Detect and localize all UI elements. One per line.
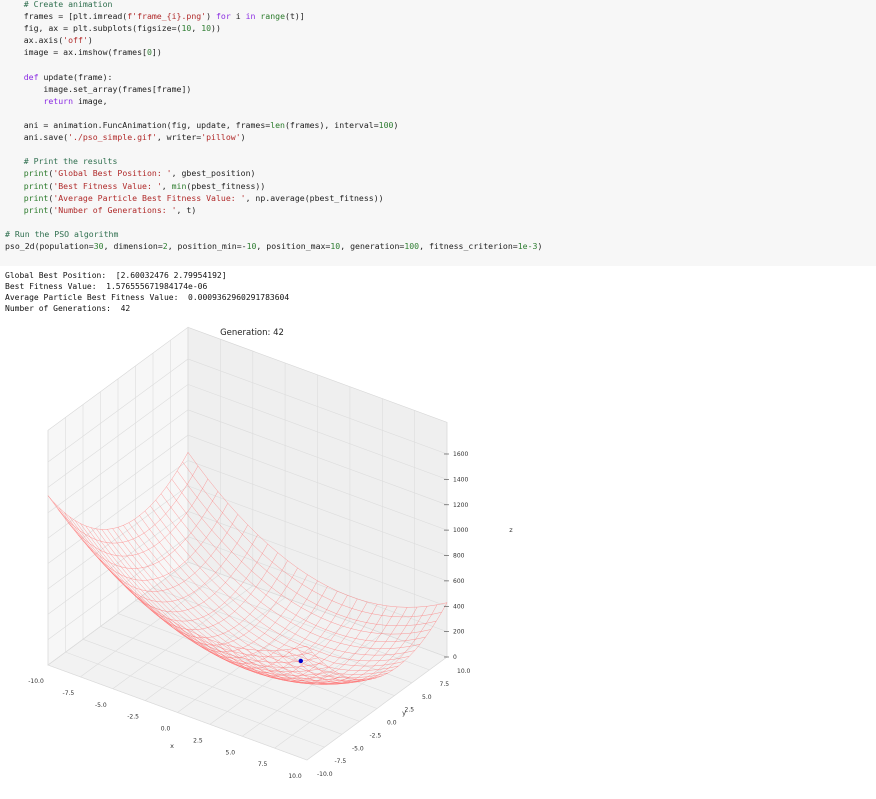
code-line: image.set_array(frames[frame]) xyxy=(4,83,192,94)
code-line: frames = [plt.imread(f'frame_{i}.png') f… xyxy=(4,11,305,22)
mesh-line xyxy=(276,606,418,685)
y-tick-label: 2.5 xyxy=(405,707,415,714)
code-line: ani = animation.FuncAnimation(fig, updat… xyxy=(4,120,399,130)
output-line: Number of Generations: 42 xyxy=(5,304,131,313)
surface-plot: Generation: 42 -10.0-7.5-5.0-2.50.02.55.… xyxy=(28,326,513,780)
mesh-line xyxy=(217,598,358,677)
y-tick-label: -5.0 xyxy=(352,745,364,752)
grid-line-z xyxy=(47,409,448,514)
mesh-line xyxy=(117,527,378,683)
code-line: def update(frame): xyxy=(23,71,113,82)
code-line: ani.save('./pso_simple.gif', writer='pil… xyxy=(4,132,246,143)
output-line: Global Best Position: [2.60032476 2.7995… xyxy=(5,271,227,280)
code-line: # Print the results xyxy=(4,156,118,167)
z-tick-label: 0 xyxy=(453,654,457,661)
mesh-line xyxy=(227,601,368,680)
code-line: print('Best Fitness Value: ', min(pbest_… xyxy=(23,180,266,191)
grid-line-z xyxy=(47,434,448,539)
global-best-particle xyxy=(298,658,303,664)
mesh-line xyxy=(150,505,410,662)
code-line: ax.axis('off') xyxy=(4,35,93,46)
code-line: print('Global Best Position: ', gbest_po… xyxy=(23,168,256,179)
code-line: # Create animation xyxy=(4,0,113,9)
y-tick-label: 0.0 xyxy=(387,720,397,727)
y-tick-label: -7.5 xyxy=(335,758,347,765)
mesh-line xyxy=(267,607,408,685)
mesh-line xyxy=(123,525,383,681)
mesh-line xyxy=(306,602,448,681)
mesh-line xyxy=(160,493,421,650)
mesh-line xyxy=(155,499,415,656)
z-tick-label: 200 xyxy=(453,629,465,636)
y-tick-label: 10.0 xyxy=(457,668,471,675)
x-tick-label: -10.0 xyxy=(28,678,44,685)
z-tick-label: 600 xyxy=(453,578,465,585)
z-tick-label: 1600 xyxy=(453,451,468,458)
mesh-line xyxy=(139,515,399,671)
y-tick-label: -10.0 xyxy=(317,771,333,778)
mesh-line xyxy=(182,461,442,618)
chart-title: Generation: 42 xyxy=(220,328,284,338)
mesh-line xyxy=(166,486,426,643)
y-axis-label: y xyxy=(402,709,406,717)
x-tick-label: -7.5 xyxy=(63,690,75,697)
mesh-line xyxy=(47,452,189,530)
grid-line-z xyxy=(47,358,448,463)
mesh-line xyxy=(286,606,428,684)
surface-mesh xyxy=(47,452,448,685)
x-axis-label: x xyxy=(170,742,174,750)
axis-panes xyxy=(47,326,448,761)
output-line: Best Fitness Value: 1.576555671984174e-0… xyxy=(5,282,208,291)
x-tick-label: -2.5 xyxy=(127,714,139,721)
code-line: # Run the PSO algorithm xyxy=(5,228,119,239)
z-tick-label: 1200 xyxy=(453,502,468,509)
tick-labels: -10.0-7.5-5.0-2.50.02.55.07.510.0 -10.0-7… xyxy=(28,451,470,780)
grid-line-z xyxy=(47,561,448,666)
code-line: return image, xyxy=(43,95,108,106)
x-tick-label: 0.0 xyxy=(161,726,171,733)
mesh-line xyxy=(187,586,328,664)
code-line: pso_2d(population=30, dimension=2, posit… xyxy=(5,241,543,251)
y-tick-label: 5.0 xyxy=(422,694,432,701)
code-line: print('Average Particle Best Fitness Val… xyxy=(23,192,384,203)
x-tick-label: -5.0 xyxy=(95,702,107,709)
grid-lines xyxy=(47,327,448,761)
x-tick-label: 2.5 xyxy=(193,737,203,744)
grid-line-z xyxy=(47,460,448,564)
mesh-line xyxy=(197,590,338,669)
code-cell[interactable]: # Create animation frames = [plt.imread(… xyxy=(0,0,876,266)
z-axis-label: z xyxy=(509,526,513,534)
code-line: fig, ax = plt.subplots(figsize=(10, 10)) xyxy=(4,23,221,34)
code-line: image = ax.imshow(frames[0]) xyxy=(4,47,162,58)
x-tick-label: 10.0 xyxy=(288,773,302,780)
z-tick-label: 1000 xyxy=(453,527,468,534)
mesh-line xyxy=(144,510,404,667)
mesh-line xyxy=(257,606,398,685)
mesh-line xyxy=(187,452,448,608)
output-line: Average Particle Best Fitness Value: 0.0… xyxy=(5,293,290,302)
mesh-line xyxy=(237,604,378,682)
mesh-line xyxy=(247,605,388,684)
x-tick-label: 5.0 xyxy=(226,749,236,756)
code-line: print('Number of Generations: ', t) xyxy=(23,204,197,215)
z-tick-label: 800 xyxy=(453,553,465,560)
grid-line-z xyxy=(47,384,448,488)
z-tick-label: 1400 xyxy=(453,476,468,483)
y-tick-label: 7.5 xyxy=(440,681,450,688)
pso-surface-figure: Generation: 42 -10.0 -7.5 -5.0 -2.5 0.0 2.5 5.… xyxy=(0,320,876,795)
mesh-line xyxy=(134,519,394,675)
mesh-line xyxy=(177,470,437,627)
y-tick-label: -2.5 xyxy=(370,732,382,739)
x-tick-label: 7.5 xyxy=(258,761,268,768)
z-tick-label: 400 xyxy=(453,603,465,610)
mesh-line xyxy=(171,478,431,635)
